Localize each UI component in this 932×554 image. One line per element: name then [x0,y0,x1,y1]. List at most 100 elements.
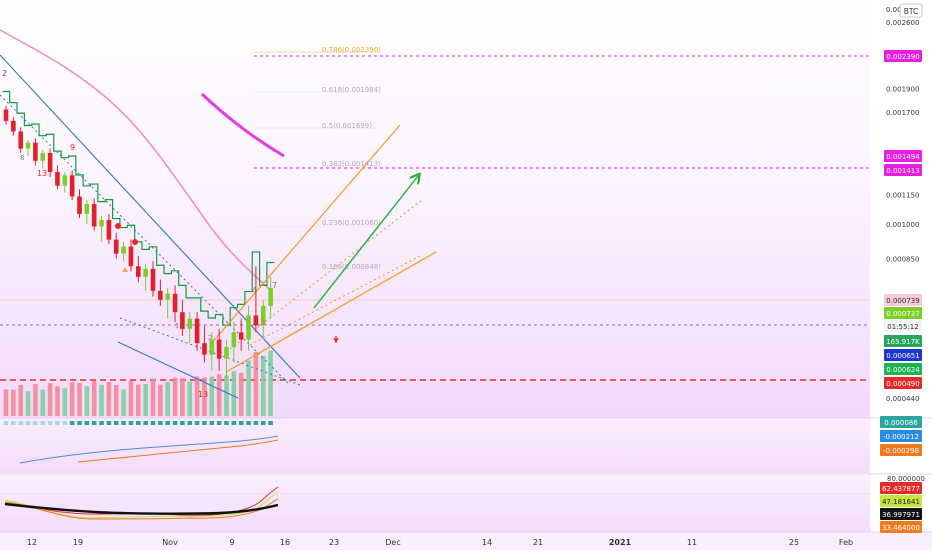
fib-label: 0.5(0.001699) [322,122,372,130]
candle-body[interactable] [172,293,178,313]
sequence-count: 7 [272,281,277,290]
candle-body[interactable] [62,175,68,186]
candle-body[interactable] [202,343,207,355]
candle-body[interactable] [150,268,156,291]
volume-bar [25,391,31,416]
fib-label: 0.618(0.001984) [322,86,381,94]
volume-bar [40,389,46,416]
sequence-count: 9 [70,143,75,152]
candle-body[interactable] [238,332,244,340]
volume-bar [165,381,170,416]
projection-line-dotted[interactable] [225,199,423,353]
candle-body[interactable] [128,246,134,267]
candle-body[interactable] [3,109,9,121]
projection-line-upper[interactable] [209,124,401,346]
osc-line-lime[interactable] [4,491,279,519]
candle-body[interactable] [180,312,185,329]
osc-line-orange[interactable] [4,498,279,520]
target-arrow[interactable] [313,176,418,309]
oscillator-pane[interactable] [0,486,870,520]
price-badge-label: 0.001494 [886,153,920,161]
price-badge-label: 165.917K [886,338,920,346]
projection-line-lower[interactable] [225,251,437,373]
macd-hist-bar [150,421,156,425]
macd-hist-bar [194,421,200,425]
oscillator-badge-label: 33.464000 [882,524,920,532]
candle-body[interactable] [260,305,266,326]
oscillator-badge [880,521,922,533]
price-tick: 0.001900 [886,85,919,93]
price-badge [884,294,922,306]
candle-body[interactable] [91,204,97,227]
volume-bar [180,378,185,416]
price-tick: 0.000850 [886,256,919,264]
candle-body[interactable] [194,318,200,344]
candle-body[interactable] [33,142,38,161]
candle-body[interactable] [246,315,251,340]
volume-bar [216,374,222,416]
currency-badge[interactable]: BTC [899,3,923,18]
macd-hist-bar [136,421,141,425]
volume-bar [77,382,82,416]
candle-body[interactable] [99,220,104,227]
candle-body[interactable] [84,204,90,214]
macd-hist-bar [246,421,251,425]
signal-line[interactable] [77,439,279,463]
candle-body[interactable] [136,266,141,277]
candle-body[interactable] [216,339,222,359]
macd-pane[interactable] [3,421,279,464]
price-badge [884,307,922,319]
macd-line[interactable] [19,435,279,464]
candle-body[interactable] [121,246,126,254]
time-tick: 9 [229,538,234,547]
candle-body[interactable] [55,171,60,186]
macd-hist-bar [165,421,170,425]
macd-hist-bar [11,421,16,425]
candle-body[interactable] [25,142,31,149]
candle-body[interactable] [69,175,75,197]
volume-bar [202,377,207,416]
candle-body[interactable] [11,120,16,132]
macd-hist-bar [158,421,163,425]
projection-line-dotted[interactable] [249,254,423,346]
time-tick: 21 [533,538,543,547]
macd-hist-bar [128,421,134,425]
candle-body[interactable] [165,293,170,300]
candle-body[interactable] [106,220,112,240]
macd-hist-bar [121,421,126,425]
macd-hist-bar [62,421,68,425]
channel-bottom-line[interactable] [117,341,239,399]
macd-hist-bar [84,421,90,425]
candle-body[interactable] [209,339,215,355]
candle-body[interactable] [18,131,23,149]
oscillator-badge [880,482,922,494]
sequence-count: 5 [261,319,265,327]
candle-body[interactable] [253,315,259,326]
candle-body[interactable] [158,290,163,300]
drawn-curve[interactable] [200,92,285,158]
candle-body[interactable] [224,346,229,359]
volume-bar [150,378,156,416]
price-axis-background [870,0,932,550]
oscillator-badge-label: 47.181641 [882,498,920,506]
candle-body[interactable] [187,318,193,329]
time-axis[interactable]: 12 19 Nov 9 16 23 Dec 14 21 2021 11 25 Feb [27,538,853,547]
candle-body[interactable] [40,153,46,161]
price-badge [884,335,922,347]
candle-body[interactable] [268,287,273,306]
candle-body[interactable] [47,153,53,172]
osc-line-black[interactable] [4,502,279,515]
candlestick-series[interactable] [3,105,273,380]
candle-body[interactable] [231,332,237,347]
sequence-count: 2 [2,69,7,78]
volume-bar [158,384,163,416]
macd-hist-bar [187,421,193,425]
candle-body[interactable] [77,196,82,214]
currency-badge-box [899,3,923,18]
osc-line-red[interactable] [4,486,279,516]
candle-body[interactable] [113,239,119,254]
candle-body[interactable] [143,268,148,277]
time-tick: 11 [687,538,697,547]
